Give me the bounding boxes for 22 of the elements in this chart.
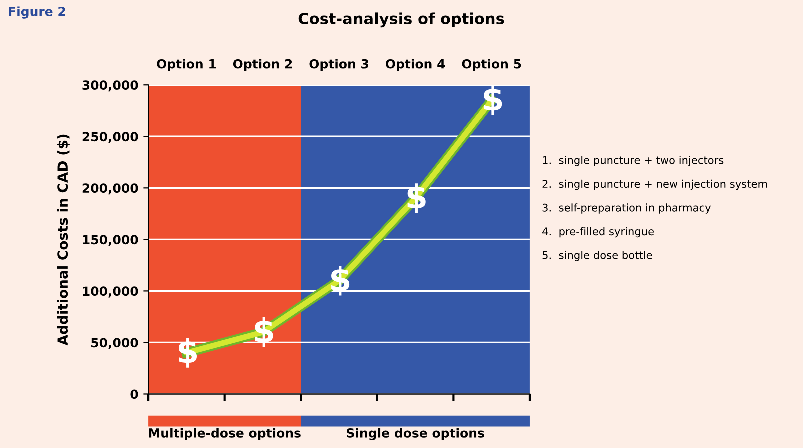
text: 5. single dose bottle [542, 251, 652, 262]
x-tick-label: Option 2 [233, 59, 292, 72]
text: 3. self-preparation in pharmacy [542, 204, 712, 214]
band-label: Multiple-dose options [149, 428, 301, 440]
x-tick-label: Option 4 [386, 59, 446, 72]
y-tick-label: 50,000 [92, 338, 138, 350]
y-tick-label: 150,000 [83, 235, 138, 246]
y-tick-label: 100,000 [83, 286, 138, 298]
y-tick-label: 200,000 [82, 184, 138, 195]
y-tick-label: 0 [130, 390, 138, 400]
band-label: Single dose options [347, 428, 484, 440]
text: 1. single puncture + two injectors [543, 156, 724, 166]
text: 2. single puncture + new injection system [542, 180, 768, 190]
chart-title: Cost-analysis of options [298, 12, 504, 28]
x-tick-label: Option 1 [157, 59, 216, 72]
y-axis-title: Additional Costs in CAD ($) [57, 134, 70, 346]
x-tick-label: Option 5 [462, 59, 522, 72]
y-tick-label: 300,000 [82, 80, 138, 92]
caption: Figure 2 [9, 6, 66, 19]
text: 4. pre-filled syringue [542, 227, 654, 238]
y-tick-label: 250,000 [82, 132, 138, 144]
x-tick-label: Option 3 [310, 59, 368, 72]
